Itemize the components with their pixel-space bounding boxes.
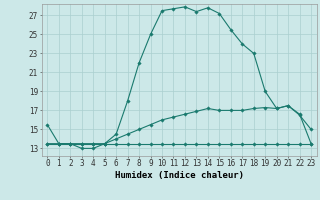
X-axis label: Humidex (Indice chaleur): Humidex (Indice chaleur) (115, 171, 244, 180)
